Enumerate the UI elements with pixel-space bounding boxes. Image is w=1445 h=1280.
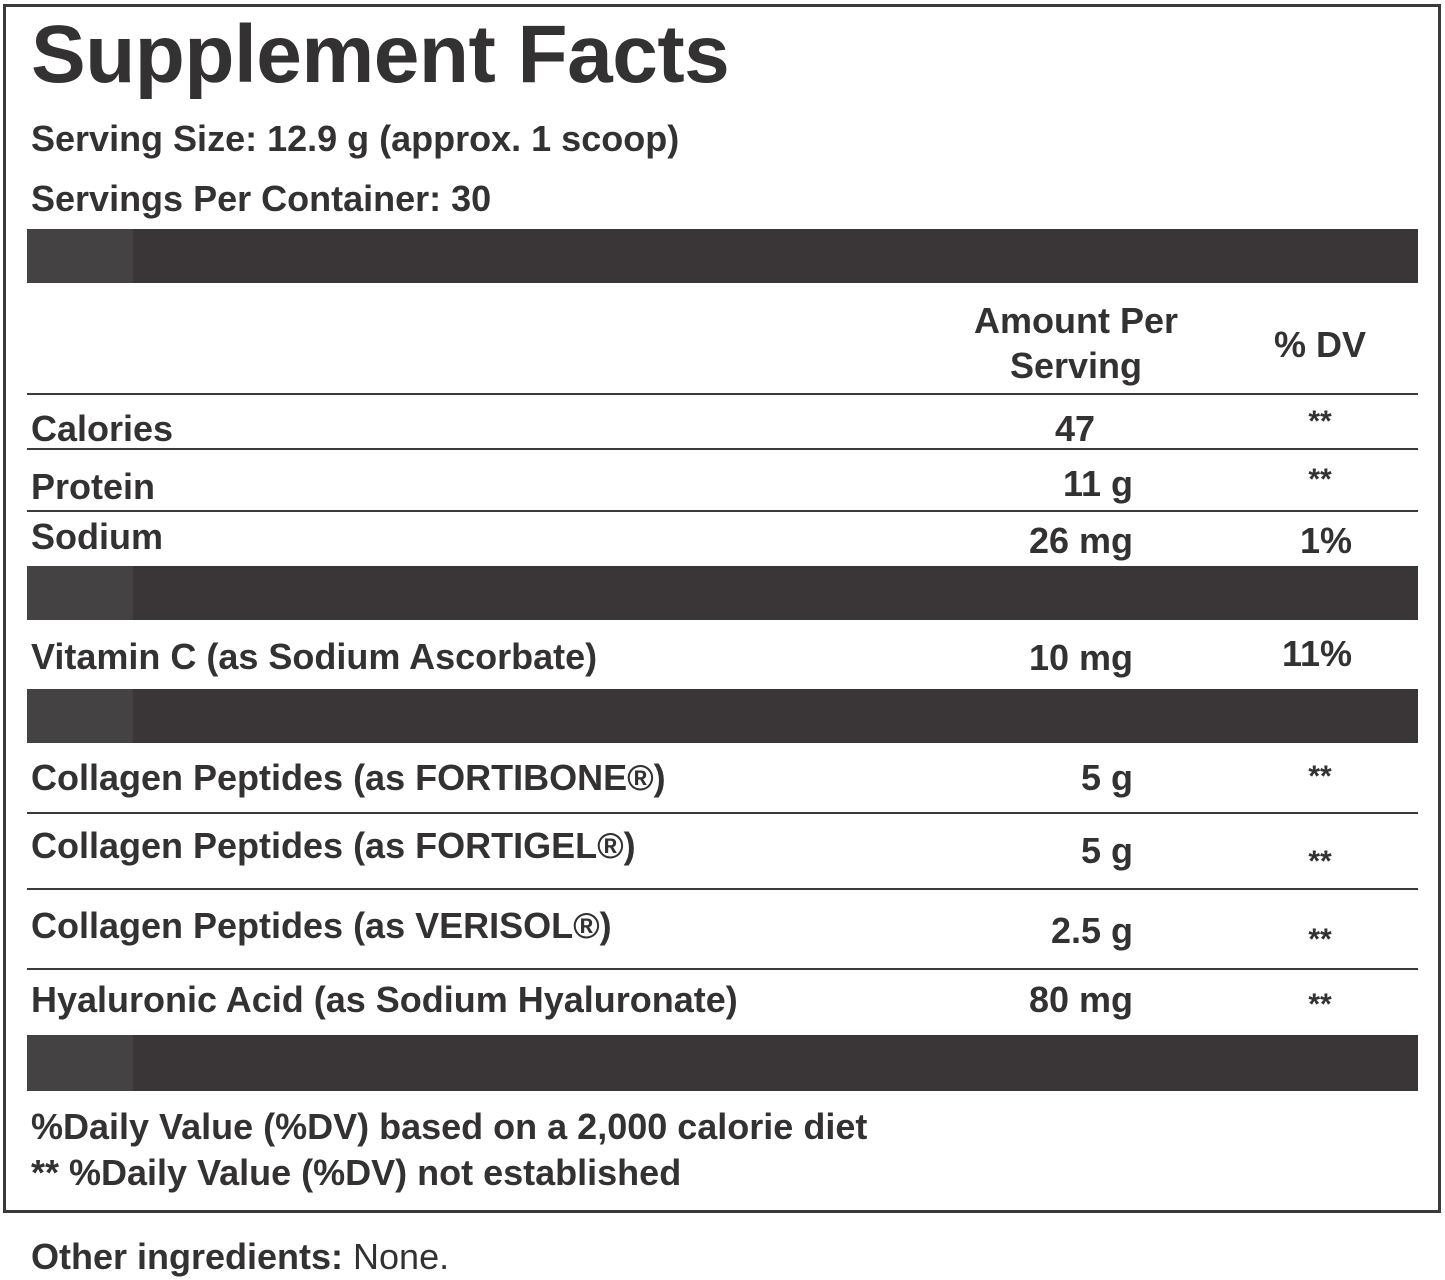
nutrient-dv: 11% — [1282, 633, 1353, 674]
ingredient-dv: ** — [1308, 760, 1332, 793]
nutrient-amount: 11 g — [1062, 463, 1133, 504]
other-ingredients-label: Other ingredients: — [31, 1236, 344, 1277]
ingredient-amount: 2.5 g — [1050, 910, 1133, 951]
nutrient-amount: 10 mg — [1028, 637, 1133, 678]
section-divider-bar — [27, 229, 1418, 283]
nutrient-dv: ** — [1308, 405, 1332, 438]
ingredient-amount: 80 mg — [1028, 979, 1133, 1020]
ingredient-amount: 5 g — [1080, 830, 1133, 871]
label-title: Supplement Facts — [31, 9, 730, 100]
ingredient-name: Collagen Peptides (as FORTIBONE®) — [31, 757, 666, 798]
nutrient-name: Calories — [31, 408, 174, 449]
nutrient-name: Sodium — [31, 516, 163, 557]
nutrient-amount: 26 mg — [1028, 520, 1133, 561]
other-ingredients-value: None. — [343, 1236, 450, 1277]
ingredient-name: Hyaluronic Acid (as Sodium Hyaluronate) — [31, 979, 738, 1020]
section-divider-bar — [27, 689, 1418, 743]
row-divider — [27, 812, 1418, 814]
supplement-facts-panel — [3, 4, 1441, 1213]
dv-header: % DV — [1273, 324, 1367, 365]
ingredient-name: Collagen Peptides (as FORTIGEL®) — [31, 825, 636, 866]
row-divider — [27, 968, 1418, 970]
amount-header-line2: Serving — [1009, 345, 1143, 386]
section-divider-bar — [27, 566, 1418, 620]
row-divider — [27, 448, 1418, 450]
nutrient-name: Vitamin C (as Sodium Ascorbate) — [31, 636, 598, 677]
nutrient-dv: 1% — [1300, 520, 1353, 561]
serving-size: Serving Size: 12.9 g (approx. 1 scoop) — [31, 118, 680, 159]
nutrient-name: Protein — [31, 466, 156, 507]
amount-per-serving-header: Amount Per Serving — [945, 298, 1207, 388]
footnote-daily-value: %Daily Value (%DV) based on a 2,000 calo… — [31, 1106, 868, 1147]
row-divider — [27, 888, 1418, 890]
ingredient-dv: ** — [1308, 845, 1332, 878]
footnote-not-established: ** %Daily Value (%DV) not established — [31, 1152, 682, 1193]
section-divider-bar — [27, 1035, 1418, 1091]
row-divider — [27, 510, 1418, 512]
ingredient-dv: ** — [1308, 923, 1332, 956]
ingredient-name: Collagen Peptides (as VERISOL®) — [31, 905, 612, 946]
other-ingredients: Other ingredients: None. — [31, 1236, 449, 1278]
amount-header-line1: Amount Per — [973, 300, 1178, 341]
ingredient-amount: 5 g — [1080, 757, 1133, 798]
nutrient-dv: ** — [1308, 463, 1332, 496]
ingredient-dv: ** — [1308, 988, 1332, 1021]
nutrient-amount: 47 — [1054, 408, 1096, 449]
servings-per-container: Servings Per Container: 30 — [31, 178, 492, 219]
row-divider — [27, 393, 1418, 395]
